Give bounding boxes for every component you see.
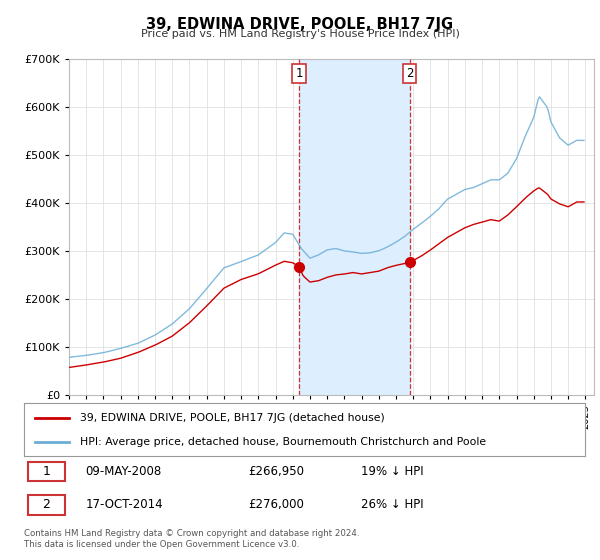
Text: 39, EDWINA DRIVE, POOLE, BH17 7JG (detached house): 39, EDWINA DRIVE, POOLE, BH17 7JG (detac… — [80, 413, 385, 423]
Text: 19% ↓ HPI: 19% ↓ HPI — [361, 465, 423, 478]
Text: 39, EDWINA DRIVE, POOLE, BH17 7JG: 39, EDWINA DRIVE, POOLE, BH17 7JG — [146, 17, 454, 32]
Text: Price paid vs. HM Land Registry's House Price Index (HPI): Price paid vs. HM Land Registry's House … — [140, 29, 460, 39]
FancyBboxPatch shape — [28, 462, 65, 481]
Text: £276,000: £276,000 — [248, 498, 304, 511]
Text: 1: 1 — [295, 67, 303, 80]
Text: 2: 2 — [43, 498, 50, 511]
Text: 2: 2 — [406, 67, 413, 80]
Text: Contains HM Land Registry data © Crown copyright and database right 2024.
This d: Contains HM Land Registry data © Crown c… — [24, 529, 359, 549]
Text: 26% ↓ HPI: 26% ↓ HPI — [361, 498, 423, 511]
Bar — [299, 59, 410, 395]
Text: 17-OCT-2014: 17-OCT-2014 — [86, 498, 163, 511]
Text: 09-MAY-2008: 09-MAY-2008 — [86, 465, 162, 478]
FancyBboxPatch shape — [28, 495, 65, 515]
Text: £266,950: £266,950 — [248, 465, 304, 478]
Text: HPI: Average price, detached house, Bournemouth Christchurch and Poole: HPI: Average price, detached house, Bour… — [80, 437, 486, 447]
Text: 1: 1 — [43, 465, 50, 478]
